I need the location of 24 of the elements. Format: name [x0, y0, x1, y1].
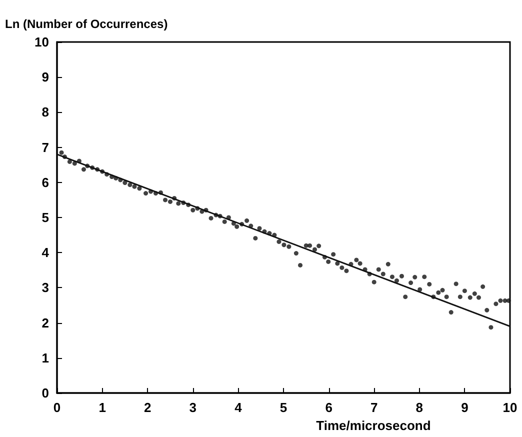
x-tick-label: 8	[416, 400, 424, 415]
y-tick-label: 4	[42, 245, 50, 260]
x-tick-label: 5	[280, 400, 288, 415]
y-tick-label: 0	[42, 386, 49, 400]
y-tick-label: 5	[42, 210, 49, 225]
y-tick-label: 7	[42, 140, 49, 155]
x-axis-title: Time/microsecond	[316, 418, 431, 433]
y-tick-label: 10	[34, 34, 49, 50]
y-tick-label: 2	[42, 315, 49, 330]
y-tick-label: 3	[42, 280, 49, 296]
x-tick-label: 6	[325, 400, 332, 415]
y-tick-label: 6	[42, 174, 49, 190]
y-tick-label: 1	[42, 350, 49, 366]
y-tick-label: 9	[42, 70, 49, 85]
x-tick-label: 9	[461, 400, 468, 415]
x-tick-label: 3	[189, 400, 197, 415]
y-tick-label: 8	[42, 104, 49, 120]
x-tick-label: 7	[370, 400, 378, 415]
x-tick-label: 4	[234, 400, 243, 415]
y-axis-title: Ln (Number of Occurrences)	[5, 17, 168, 31]
x-tick-label: 0	[53, 400, 61, 415]
x-tick-label: 2	[144, 400, 152, 415]
x-tick-label: 1	[98, 400, 106, 415]
x-tick-label: 10	[502, 400, 518, 415]
